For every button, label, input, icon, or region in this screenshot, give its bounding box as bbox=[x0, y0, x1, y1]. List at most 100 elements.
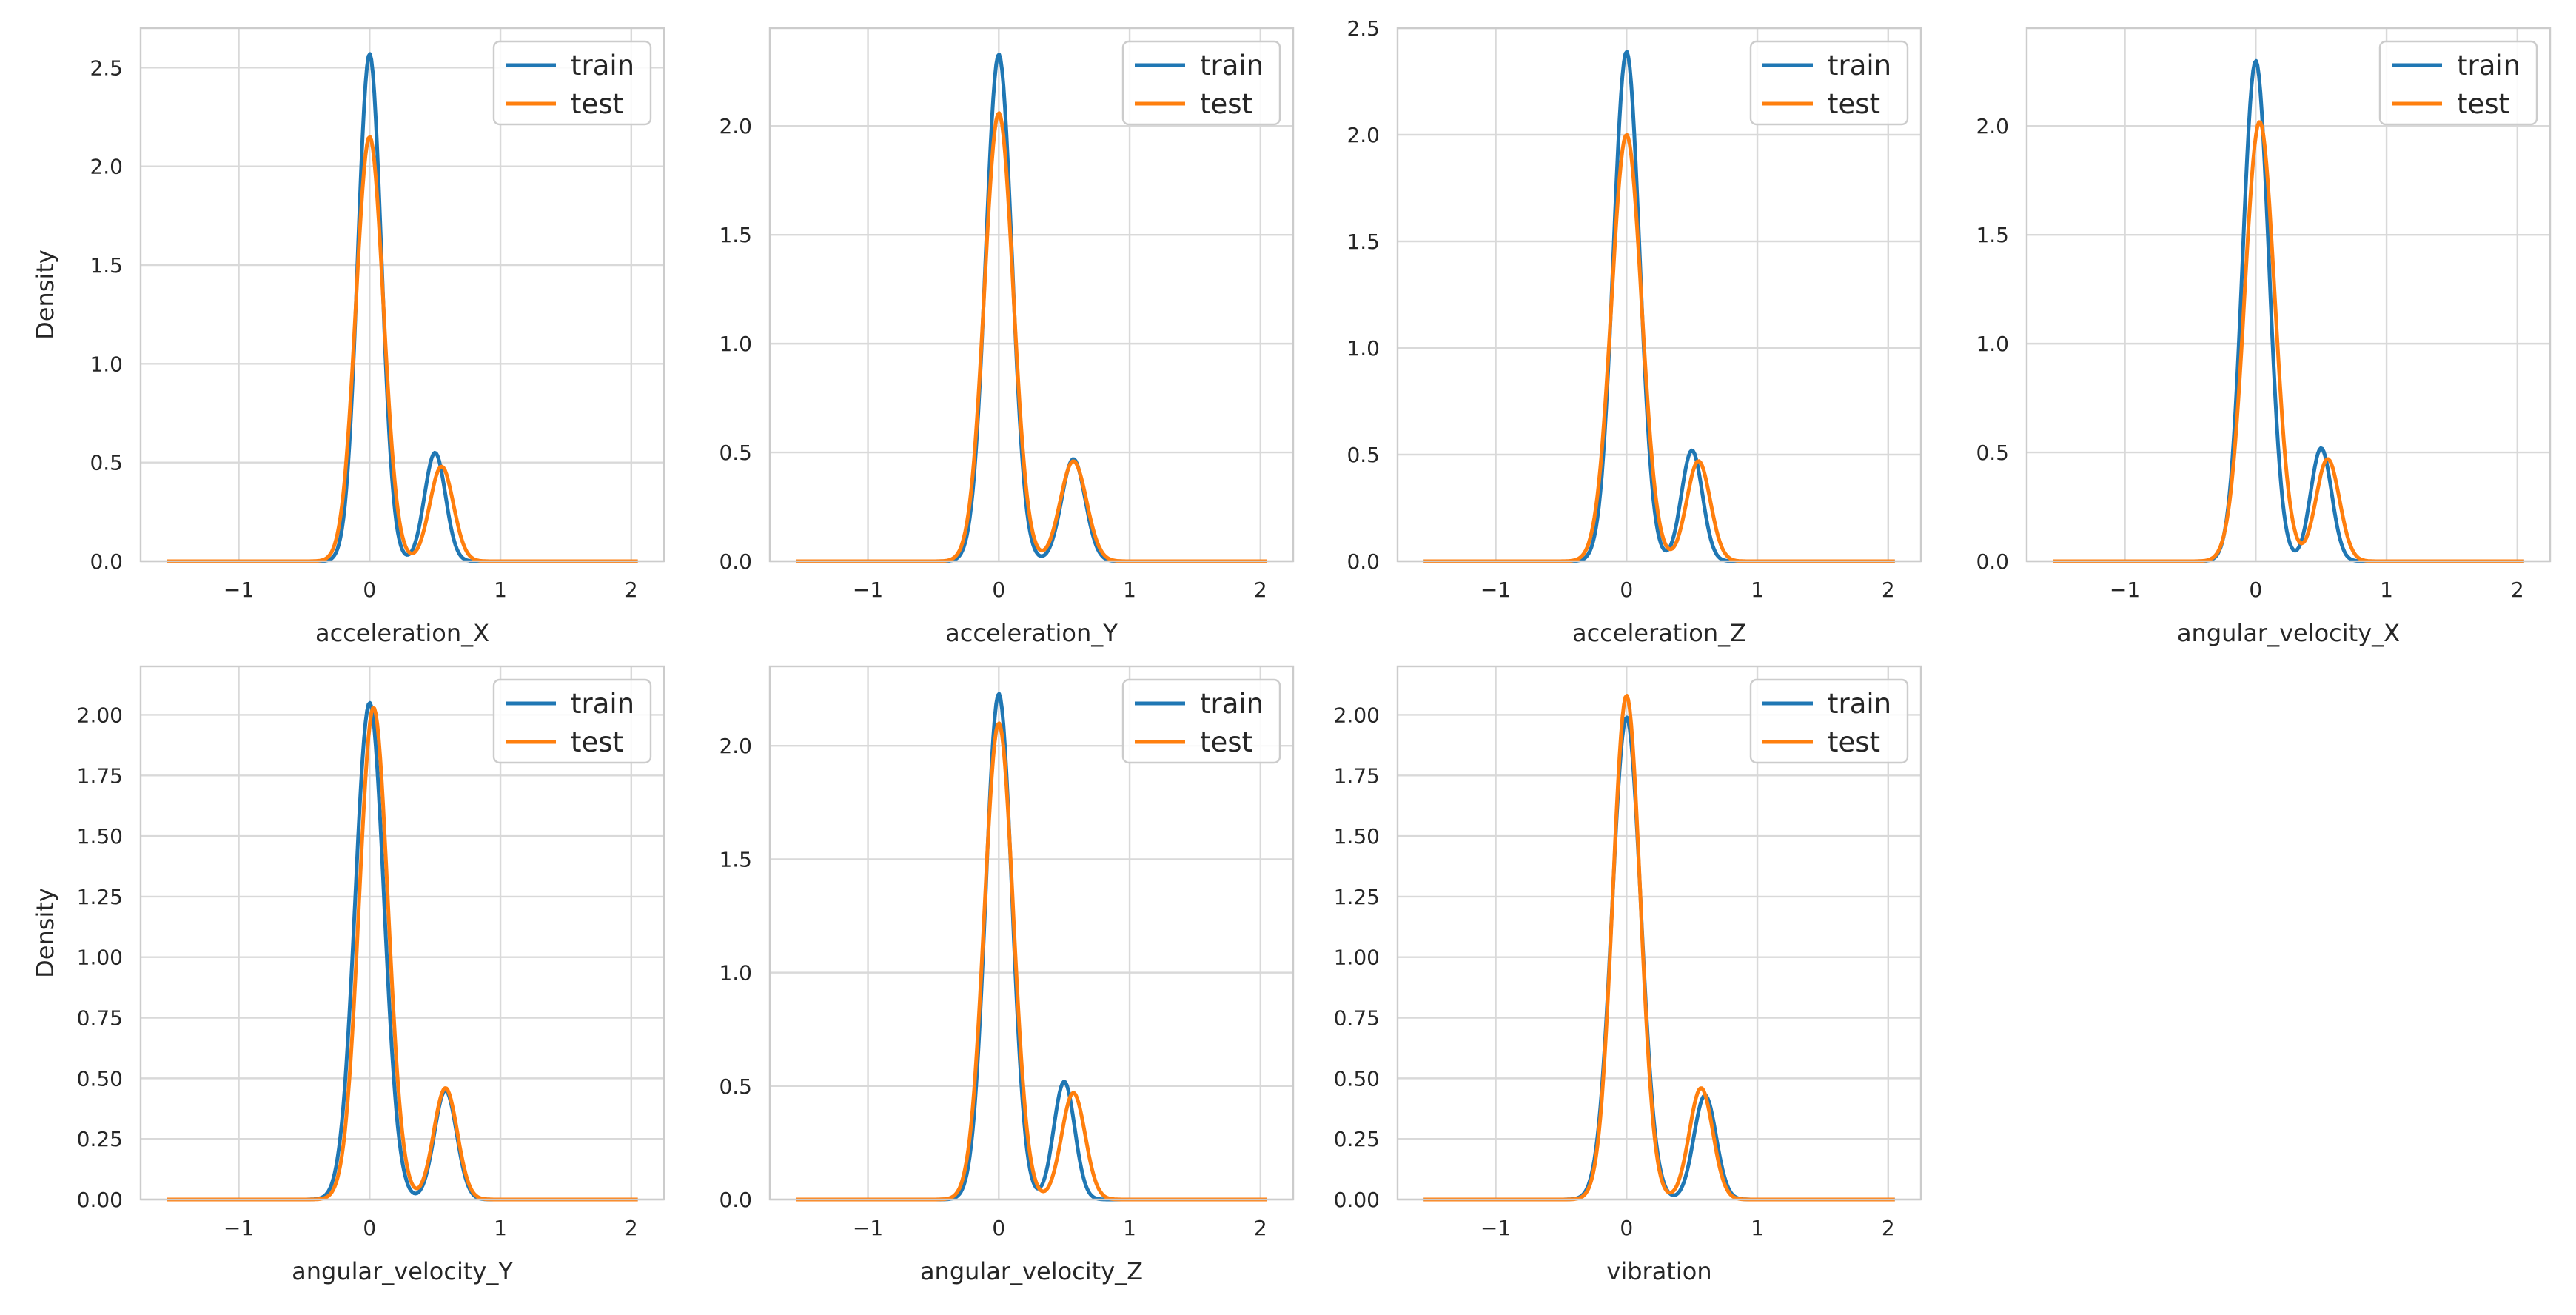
kde-line-test bbox=[795, 721, 1268, 1202]
x-tick-label: 0 bbox=[1620, 578, 1633, 602]
subplot-6: −1 0 1 2 0.0 0.5 1.0 1.5 2.0 angular_velocity_Z tr… bbox=[719, 665, 1295, 1285]
x-tick-label: 0 bbox=[1620, 1216, 1633, 1240]
kde-line-test bbox=[166, 706, 639, 1202]
kde-line-train bbox=[795, 692, 1268, 1202]
x-tick-label: 1 bbox=[1751, 1216, 1764, 1240]
y-tick-label: 0.5 bbox=[1976, 441, 2009, 465]
y-tick-label: 2.00 bbox=[77, 703, 123, 727]
x-tick-label: 0 bbox=[363, 1216, 376, 1240]
x-tick-label: −1 bbox=[853, 578, 883, 602]
axes-frame bbox=[768, 665, 1295, 1201]
y-tick-label: 0.00 bbox=[1334, 1188, 1380, 1212]
x-tick-label: −1 bbox=[1480, 578, 1511, 602]
subplot-4: −1 0 1 2 0.0 0.5 1.0 1.5 2.0 angular_velocity_X tr… bbox=[1976, 27, 2552, 647]
y-tick-label: 1.75 bbox=[1334, 763, 1380, 788]
y-axis-label: Density bbox=[31, 250, 59, 340]
legend-label-train: train bbox=[1200, 688, 1264, 720]
x-tick-label: 2 bbox=[625, 578, 638, 602]
y-tick-label: 0.50 bbox=[77, 1066, 123, 1091]
y-tick-label: 0.0 bbox=[1346, 549, 1380, 574]
legend-label-train: train bbox=[571, 50, 634, 81]
y-tick-label: 0.0 bbox=[719, 549, 752, 574]
subplot-2: −1 0 1 20.00.51.01.52.0acceleration_Ytraint… bbox=[719, 27, 1295, 647]
kde-line-train bbox=[166, 52, 639, 563]
y-tick-label: 2.0 bbox=[90, 155, 123, 179]
y-tick-label: 2.5 bbox=[1346, 16, 1380, 41]
legend-label-test: test bbox=[1200, 88, 1252, 120]
legend: train test bbox=[1749, 40, 1909, 126]
x-tick-label: −1 bbox=[224, 1216, 254, 1240]
axes-frame bbox=[139, 27, 665, 563]
x-tick-label: 2 bbox=[1882, 1216, 1895, 1240]
axes-frame bbox=[768, 27, 1295, 563]
subplot-3: −1 0 1 2 0.0 0.5 1.0 1.5 2.0 2.5 acceleration_Z tra… bbox=[1346, 16, 1922, 647]
y-tick-label: 1.5 bbox=[1976, 223, 2009, 247]
y-tick-label: 1.25 bbox=[1334, 885, 1380, 909]
x-tick-label: 2 bbox=[1254, 578, 1267, 602]
y-tick-label: 0.5 bbox=[719, 1074, 752, 1099]
legend: train test bbox=[1121, 40, 1281, 126]
x-tick-label: 1 bbox=[1123, 1216, 1136, 1240]
legend-label-test: test bbox=[2457, 88, 2509, 120]
y-tick-label: 1.5 bbox=[1346, 230, 1380, 254]
legend: train test bbox=[2378, 40, 2538, 126]
y-tick-label: 1.50 bbox=[77, 824, 123, 849]
y-tick-label: 1.0 bbox=[719, 961, 752, 986]
x-tick-label: 1 bbox=[494, 578, 507, 602]
legend-label-test: test bbox=[571, 88, 623, 120]
legend-label-test: test bbox=[571, 726, 623, 758]
kde-line-test bbox=[2052, 120, 2525, 563]
axes-frame bbox=[1396, 665, 1922, 1201]
y-tick-label: 2.5 bbox=[90, 56, 123, 80]
x-axis-label: angular_velocity_Z bbox=[920, 1257, 1143, 1285]
legend-label-test: test bbox=[1828, 726, 1880, 758]
legend: train test bbox=[1121, 678, 1281, 764]
legend-label-train: train bbox=[1828, 50, 1891, 81]
y-tick-label: 2.0 bbox=[719, 734, 752, 758]
kde-line-train bbox=[1423, 715, 1896, 1202]
x-tick-label: −1 bbox=[1480, 1216, 1511, 1240]
legend-label-train: train bbox=[571, 688, 634, 720]
y-tick-label: 0.5 bbox=[719, 441, 752, 465]
subplot-5: −1 0 1 2 0.00 0.25 0.50 0.75 1.00 1.25 1.50 1.75 2.0… bbox=[31, 665, 665, 1285]
x-axis-label: acceleration_Y bbox=[945, 619, 1118, 647]
x-tick-label: 2 bbox=[625, 1216, 638, 1240]
x-tick-label: −1 bbox=[2110, 578, 2140, 602]
x-tick-label: 2 bbox=[2511, 578, 2524, 602]
axes-frame bbox=[139, 665, 665, 1201]
legend-label-train: train bbox=[1200, 50, 1264, 81]
x-axis-label: angular_velocity_Y bbox=[292, 1257, 513, 1285]
y-tick-label: 1.25 bbox=[77, 885, 123, 909]
kde-line-train bbox=[795, 53, 1268, 563]
x-axis-label: vibration bbox=[1606, 1257, 1711, 1285]
y-tick-label: 1.5 bbox=[90, 253, 123, 278]
x-tick-label: 2 bbox=[1882, 578, 1895, 602]
y-tick-label: 0.5 bbox=[90, 451, 123, 475]
legend-label-test: test bbox=[1200, 726, 1252, 758]
x-tick-label: 0 bbox=[2249, 578, 2262, 602]
y-tick-label: 1.0 bbox=[719, 332, 752, 356]
y-tick-label: 0.75 bbox=[77, 1006, 123, 1031]
y-tick-label: 0.25 bbox=[1334, 1127, 1380, 1151]
y-tick-label: 1.50 bbox=[1334, 824, 1380, 849]
y-tick-label: 0.0 bbox=[1976, 549, 2009, 574]
y-tick-label: 1.0 bbox=[1346, 336, 1380, 361]
y-tick-label: 0.50 bbox=[1334, 1066, 1380, 1091]
y-tick-label: 2.0 bbox=[719, 114, 752, 138]
kde-line-test bbox=[1423, 694, 1896, 1202]
y-tick-label: 2.00 bbox=[1334, 703, 1380, 727]
y-tick-label: 2.0 bbox=[1976, 114, 2009, 138]
x-tick-label: −1 bbox=[224, 578, 254, 602]
axes-frame bbox=[1396, 27, 1922, 563]
y-tick-label: 1.0 bbox=[90, 352, 123, 376]
x-tick-label: 2 bbox=[1254, 1216, 1267, 1240]
kde-line-train bbox=[1423, 50, 1896, 563]
x-tick-label: −1 bbox=[853, 1216, 883, 1240]
kde-line-test bbox=[166, 135, 639, 563]
y-tick-label: 1.5 bbox=[719, 223, 752, 247]
y-tick-label: 1.0 bbox=[1976, 332, 2009, 356]
y-tick-label: 0.25 bbox=[77, 1127, 123, 1151]
legend-label-test: test bbox=[1828, 88, 1880, 120]
y-tick-label: 0.5 bbox=[1346, 443, 1380, 467]
